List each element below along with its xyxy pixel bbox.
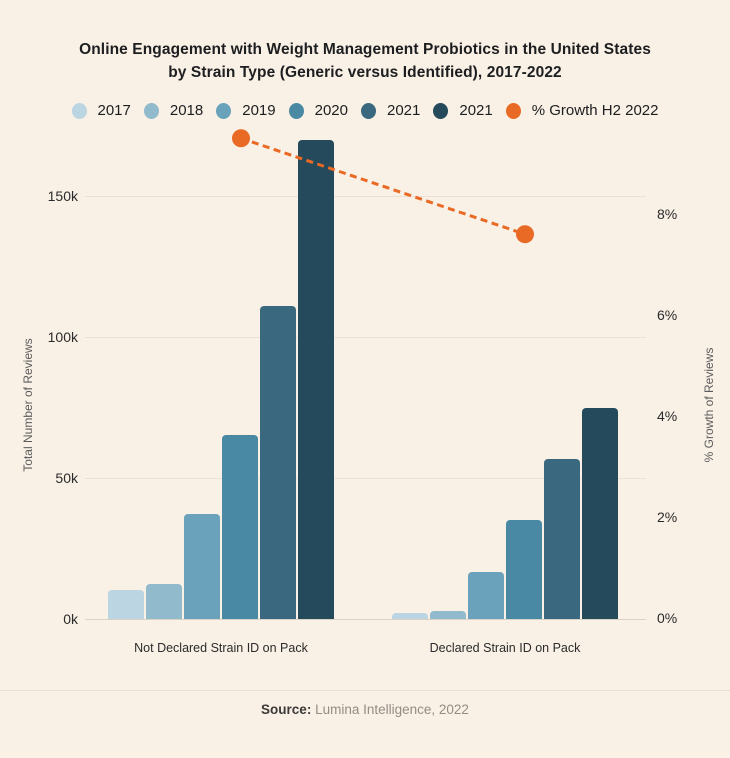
x-axis-category-label: Declared Strain ID on Pack <box>429 641 581 655</box>
legend-item: 2021 <box>361 102 420 119</box>
legend-item-label: 2021 <box>459 102 493 119</box>
right-axis-tick-label: 6% <box>657 307 678 323</box>
bar-2021-not-declared <box>298 140 334 619</box>
legend-item: 2020 <box>288 102 348 119</box>
legend-swatch-icon <box>288 102 304 119</box>
right-axis-title: % Growth of Reviews <box>702 347 716 463</box>
bar-2019-not-declared <box>184 514 220 619</box>
footer-divider <box>0 690 730 691</box>
right-axis-tick-label: 2% <box>657 509 678 525</box>
left-axis-tick-label: 100k <box>47 329 78 345</box>
legend-item: 2019 <box>216 102 276 119</box>
bar-2021-not-declared <box>260 306 296 619</box>
legend-swatch-icon <box>216 102 232 119</box>
chart-title-line1: Online Engagement with Weight Management… <box>79 41 651 58</box>
bar-2020-declared <box>506 520 542 619</box>
left-axis-title: Total Number of Reviews <box>21 338 35 472</box>
right-axis-tick-label: 4% <box>657 408 678 424</box>
legend-item-label: 2018 <box>169 102 204 119</box>
legend-item: % Growth H2 2022 <box>505 102 659 119</box>
source-label: Source: <box>261 702 312 717</box>
x-axis-line <box>85 619 646 620</box>
legend-item-label: 2017 <box>97 102 131 119</box>
legend-item-label: 2019 <box>242 102 276 119</box>
legend-swatch-icon <box>143 102 159 119</box>
legend-item: 2021 <box>433 102 493 119</box>
chart-title: Online Engagement with Weight Management… <box>0 38 730 84</box>
bar-2019-declared <box>468 572 504 619</box>
gridline <box>85 337 646 338</box>
bar-2020-not-declared <box>222 435 258 619</box>
chart-title-line2: by Strain Type (Generic versus Identifie… <box>168 64 562 81</box>
legend-item-label: % Growth H2 2022 <box>531 102 659 119</box>
legend-swatch-icon <box>361 102 376 119</box>
right-axis-tick-label: 0% <box>657 610 678 626</box>
right-axis-tick-label: 8% <box>657 206 678 222</box>
legend-item: 2018 <box>143 102 204 119</box>
bar-2018-declared <box>430 611 466 619</box>
source-text: Lumina Intelligence, 2022 <box>315 702 469 717</box>
left-axis-tick-label: 150k <box>47 188 78 204</box>
bar-2021-declared <box>582 408 618 619</box>
left-axis-tick-label: 0k <box>63 611 78 627</box>
bar-2017-declared <box>392 613 428 619</box>
legend-item-label: 2020 <box>314 102 348 119</box>
legend-swatch-icon <box>433 102 449 119</box>
legend: 2017 2018 2019 2020 2021 2021 % Growth H2 2022 <box>0 102 730 119</box>
legend-item: 2017 <box>71 102 131 119</box>
left-axis-tick-label: 50k <box>55 470 78 486</box>
legend-swatch-icon <box>505 102 521 119</box>
source-note: Source: Lumina Intelligence, 2022 <box>0 702 730 717</box>
legend-swatch-icon <box>71 102 87 119</box>
bar-2018-not-declared <box>146 584 182 619</box>
legend-item-label: 2021 <box>387 102 421 119</box>
gridline <box>85 196 646 197</box>
bar-2017-not-declared <box>108 590 144 619</box>
bar-2021-declared <box>544 459 580 619</box>
x-axis-category-label: Not Declared Strain ID on Pack <box>134 641 308 655</box>
gridline <box>85 478 646 479</box>
